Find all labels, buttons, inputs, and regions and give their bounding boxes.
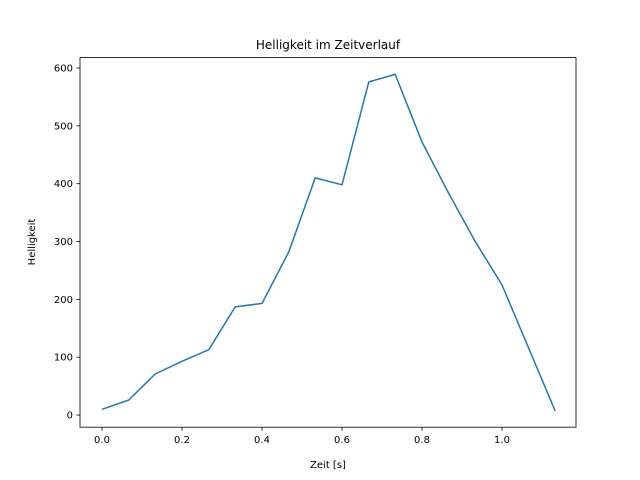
y-tick-label: 500 [54, 121, 73, 132]
y-tick-label: 400 [54, 179, 73, 190]
x-tick-label: 0.2 [174, 435, 190, 446]
y-tick-label: 200 [54, 295, 73, 306]
axes-frame [79, 57, 577, 428]
x-tick-label: 0.0 [94, 435, 110, 446]
x-tick-label: 0.6 [334, 435, 350, 446]
x-tick-label: 1.0 [494, 435, 510, 446]
x-axis: 0.0 0.2 0.4 0.6 0.8 1.0 [94, 427, 510, 446]
chart-title: Helligkeit im Zeitverlauf [256, 38, 401, 52]
x-axis-label: Zeit [s] [310, 460, 346, 471]
y-tick-label: 100 [54, 353, 73, 364]
y-tick-label: 0 [67, 411, 73, 422]
y-axis-label: Helligkeit [27, 219, 38, 266]
y-tick-label: 600 [54, 64, 73, 75]
series-line-helligkeit [101, 73, 556, 412]
x-tick-label: 0.8 [414, 435, 430, 446]
y-tick-label: 300 [54, 237, 73, 248]
y-axis: 0 100 200 300 400 500 600 [54, 64, 80, 422]
x-tick-label: 0.4 [254, 435, 270, 446]
plot-area [101, 73, 556, 412]
